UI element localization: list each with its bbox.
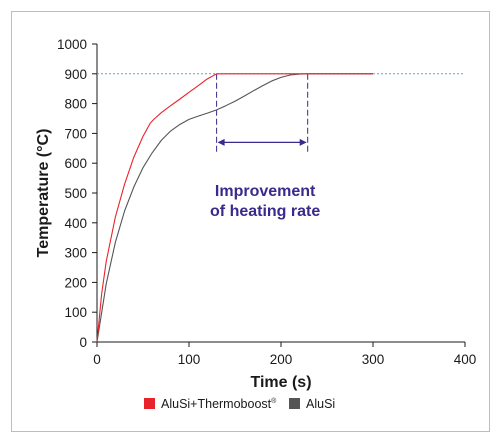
annotation-text-line-1: Improvement xyxy=(215,183,316,200)
y-tick-label: 400 xyxy=(64,216,87,231)
x-tick-label: 200 xyxy=(270,352,293,367)
legend-label-alusi: AluSi xyxy=(306,397,335,411)
annotation-text-line-2: of heating rate xyxy=(210,203,320,220)
x-axis-title: Time (s) xyxy=(250,374,311,391)
y-tick-label: 800 xyxy=(64,97,87,112)
y-tick-label: 100 xyxy=(64,305,87,320)
y-tick-label: 900 xyxy=(64,67,87,82)
x-tick-label: 400 xyxy=(454,352,477,367)
x-tick-label: 0 xyxy=(93,352,101,367)
chart-frame xyxy=(11,11,490,432)
annotation-arrowhead-right xyxy=(299,138,307,146)
annotation-arrowhead-left xyxy=(217,138,225,146)
y-tick-label: 0 xyxy=(79,335,87,350)
y-tick-label: 1000 xyxy=(57,37,87,52)
y-tick-label: 300 xyxy=(64,246,87,261)
y-tick-label: 600 xyxy=(64,156,87,171)
legend-label-alusi-thermoboost: AluSi+Thermoboost® xyxy=(161,397,277,411)
y-axis-title: Temperature (°C) xyxy=(35,129,52,258)
legend-swatch-alusi-thermoboost xyxy=(144,398,155,409)
y-tick-label: 200 xyxy=(64,275,87,290)
x-tick-label: 300 xyxy=(362,352,385,367)
y-tick-label: 500 xyxy=(64,186,87,201)
series-line-alusi-thermoboost xyxy=(96,73,373,343)
legend-label-alusi-thermoboost-text: AluSi+Thermoboost xyxy=(161,397,272,411)
y-tick-label: 700 xyxy=(64,126,87,141)
x-tick-label: 100 xyxy=(178,352,201,367)
legend-registered-mark: ® xyxy=(271,397,277,405)
legend-swatch-alusi xyxy=(289,398,300,409)
